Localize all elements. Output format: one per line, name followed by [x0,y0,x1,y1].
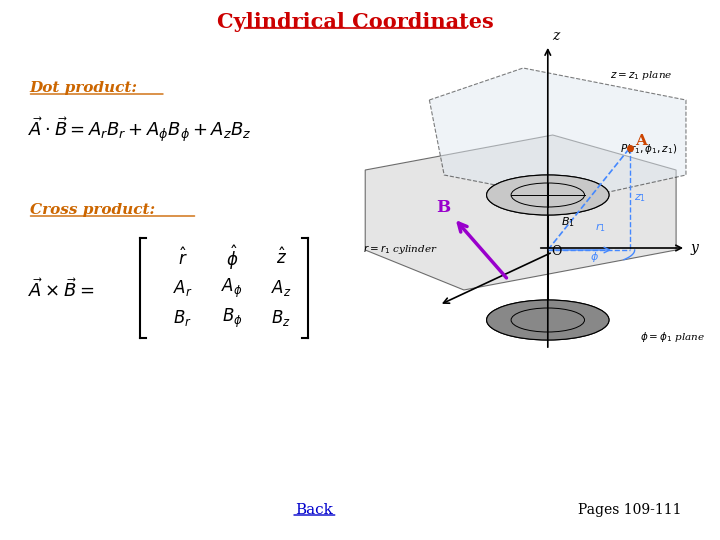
Text: $B_1$: $B_1$ [561,215,575,229]
Text: $\hat{\phi}$: $\hat{\phi}$ [226,244,238,272]
Text: $\hat{r}$: $\hat{r}$ [178,247,187,269]
Polygon shape [365,135,676,290]
Text: Dot product:: Dot product: [30,81,138,95]
Text: $P(r_1, \phi_1, z_1)$: $P(r_1, \phi_1, z_1)$ [620,142,678,156]
Text: $\hat{z}$: $\hat{z}$ [276,248,287,268]
Text: A: A [634,134,647,148]
Text: $r = r_1$ cylinder: $r = r_1$ cylinder [363,243,438,256]
Text: y: y [691,241,699,255]
Text: z: z [552,29,559,43]
Text: $\phi = \phi_1$ plane: $\phi = \phi_1$ plane [639,330,705,344]
Text: O: O [552,245,562,258]
Text: $B_\phi$: $B_\phi$ [222,306,243,329]
Text: $r_1$: $r_1$ [595,221,606,234]
Text: $\vec{A} \cdot \vec{B} = A_r B_r + A_\phi B_\phi + A_z B_z$: $\vec{A} \cdot \vec{B} = A_r B_r + A_\ph… [27,116,251,145]
Text: $A_r$: $A_r$ [173,278,192,298]
Ellipse shape [487,175,609,215]
Text: $\vec{A} \times \vec{B} =$: $\vec{A} \times \vec{B} =$ [27,279,94,301]
Text: Cylindrical Coordinates: Cylindrical Coordinates [217,12,494,32]
Text: $B_z$: $B_z$ [271,308,291,328]
Polygon shape [548,175,609,340]
Text: Pages 109-111: Pages 109-111 [577,503,681,517]
Text: $z = z_1$ plane: $z = z_1$ plane [610,69,672,82]
Text: Cross product:: Cross product: [30,203,155,217]
Text: Back: Back [295,503,333,517]
Text: $B_r$: $B_r$ [174,308,192,328]
Text: B: B [436,199,451,216]
Text: $\phi$: $\phi$ [590,250,599,264]
Text: $A_z$: $A_z$ [271,278,292,298]
Polygon shape [487,175,548,340]
Ellipse shape [487,300,609,340]
Polygon shape [429,68,686,200]
Text: $z_1$: $z_1$ [634,192,646,204]
Text: $A_\phi$: $A_\phi$ [221,276,243,300]
